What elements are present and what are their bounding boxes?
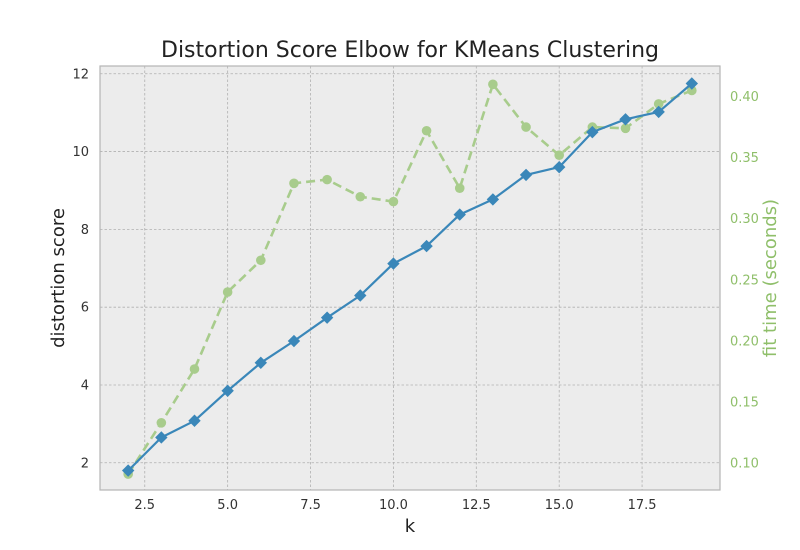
- fit-time-point: [620, 123, 631, 134]
- distortion-point: [619, 113, 632, 126]
- distortion-point: [552, 160, 566, 174]
- distortion-point: [387, 257, 400, 270]
- y-axis-label: distortion score: [48, 208, 69, 348]
- distortion-point: [453, 208, 466, 221]
- distortion-point: [652, 105, 665, 119]
- fit-time-point: [421, 125, 432, 136]
- x-tick-label: 7.5: [300, 498, 321, 513]
- fit-time-point: [388, 196, 399, 207]
- fit-time-point: [454, 183, 465, 193]
- fit-time-point: [653, 99, 664, 109]
- distortion-point: [320, 311, 334, 324]
- distortion-point: [486, 193, 500, 206]
- y-tick-label: 12: [72, 67, 89, 82]
- tick-labels: 2.5 5.0 7.5 10.0 12.5 15.0 17.5 2 4 6 8 10 12 0.10 0.1…: [72, 67, 759, 513]
- distortion-point: [121, 464, 135, 477]
- y-tick-label: 6: [81, 301, 89, 316]
- distortion-point: [254, 356, 268, 369]
- x-tick-label: 17.5: [628, 498, 657, 513]
- distortion-point: [685, 77, 699, 90]
- fit-time-point: [687, 85, 697, 96]
- y-tick-label: 10: [72, 145, 89, 160]
- series-layer: [121, 77, 699, 479]
- distortion-point: [420, 239, 433, 253]
- distortion-point: [287, 334, 301, 348]
- x-axis-label: k: [405, 516, 416, 537]
- fit-time-point: [156, 417, 167, 428]
- y2-tick-label: 0.25: [730, 273, 759, 288]
- x-tick-label: 5.0: [217, 498, 238, 513]
- y2-tick-label: 0.10: [730, 457, 759, 472]
- fit-time-point: [355, 191, 366, 202]
- fit-time-line: [127, 83, 693, 475]
- y-tick-label: 8: [81, 223, 89, 238]
- fit-time-point: [256, 255, 266, 266]
- y2-tick-label: 0.30: [730, 212, 759, 227]
- y2-tick-label: 0.15: [730, 396, 759, 411]
- chart-title: Distortion Score Elbow for KMeans Cluste…: [161, 38, 659, 63]
- distortion-point: [221, 384, 234, 398]
- y2-axis-label: fit time (seconds): [760, 199, 781, 357]
- distortion-point: [354, 289, 367, 302]
- distortion-point: [586, 125, 599, 139]
- fit-time-point: [554, 150, 564, 160]
- fit-time-point: [322, 174, 332, 185]
- x-tick-label: 2.5: [134, 498, 155, 513]
- y2-tick-label: 0.40: [730, 90, 759, 105]
- fit-time-point: [189, 364, 200, 374]
- distortion-point: [155, 431, 168, 444]
- x-tick-label: 15.0: [545, 498, 574, 513]
- distortion-line: [127, 82, 693, 472]
- y2-tick-label: 0.20: [730, 334, 759, 349]
- fit-time-point: [521, 122, 531, 132]
- y-tick-label: 4: [81, 378, 89, 393]
- fit-time-point: [289, 178, 299, 189]
- fit-time-point: [488, 79, 498, 90]
- x-tick-label: 12.5: [462, 498, 491, 513]
- x-tick-label: 10.0: [379, 498, 408, 513]
- y-tick-label: 2: [81, 456, 89, 471]
- y2-tick-label: 0.35: [730, 151, 759, 166]
- plot-frame: [99, 65, 721, 491]
- fit-time-point: [222, 287, 233, 297]
- grid-lines: [100, 66, 720, 490]
- distortion-point: [188, 414, 201, 427]
- distortion-point: [519, 168, 533, 182]
- plot-background: [100, 66, 720, 490]
